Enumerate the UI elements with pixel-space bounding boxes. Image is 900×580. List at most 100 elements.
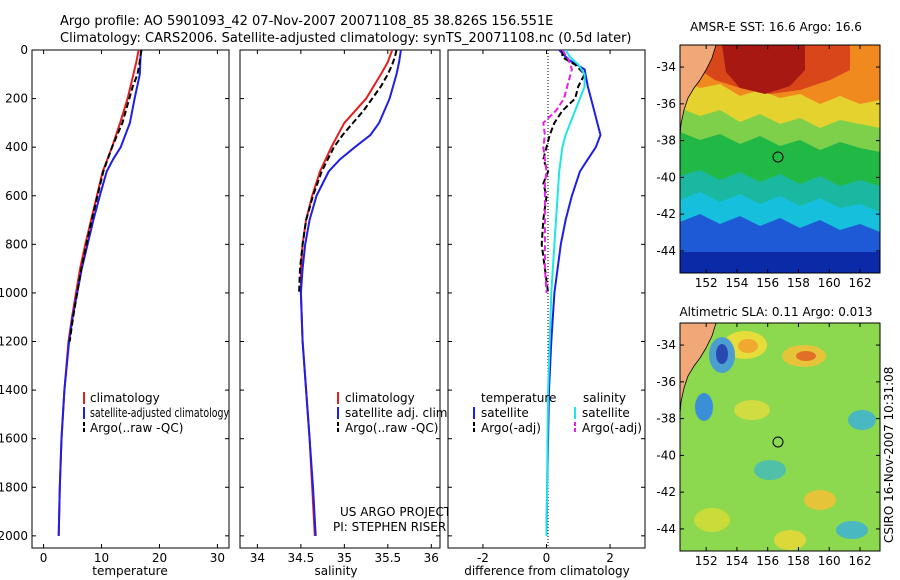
sla-map-field — [680, 323, 880, 551]
sst-land — [680, 45, 717, 137]
lat-tick-label: -42 — [656, 207, 676, 221]
sla-high-east — [804, 490, 836, 510]
x-tick-label: 2 — [606, 551, 614, 565]
legend-header-salinity: salinity — [583, 391, 626, 405]
x-tick-label: 34.5 — [288, 551, 315, 565]
lat-tick-label: -34 — [656, 60, 676, 74]
legend-label-satellite: satellite-adjusted climatology — [90, 406, 229, 420]
x-tick-label: 35 — [337, 551, 352, 565]
sst-warm-core — [722, 45, 805, 94]
legend-header-temperature: temperature — [481, 391, 556, 405]
sla-high-north-core — [738, 339, 758, 353]
series-line-argo-raw-qc- — [298, 50, 398, 293]
depth-tick-label: 200 — [5, 92, 28, 106]
lon-tick-label: 152 — [695, 554, 718, 568]
sla-low-south — [754, 460, 786, 480]
series-line-salinity-argo-adj- — [542, 50, 573, 293]
sla-high-southwest — [694, 508, 730, 532]
x-tick-label: 0 — [40, 551, 48, 565]
legend-label-satellite: satellite adj. clim. — [345, 406, 451, 420]
sla-map-lat-ticks: -34 -36 -38 -40 -42 -44 — [656, 338, 880, 536]
difference-depth-ticks — [448, 49, 645, 537]
legend-label-temp-argo: Argo(-adj) — [481, 421, 541, 435]
legend-label-argo: Argo(..raw -QC) — [90, 421, 183, 435]
depth-tick-label: 1000 — [0, 286, 28, 300]
salinity-depth-ticks — [240, 49, 440, 537]
sst-map-frame — [679, 44, 881, 274]
sla-map-panel: Altimetric SLA: 0.11 Argo: 0.013 -34-36-… — [656, 305, 881, 568]
lon-tick-label: 160 — [818, 276, 841, 290]
lat-tick-label: -38 — [656, 412, 676, 426]
lon-tick-label: 154 — [725, 554, 748, 568]
sla-high-northeast-core — [796, 351, 816, 361]
salinity-x-ticks: 34 34.5 35 35.5 36 — [250, 50, 439, 565]
pi-annotation: PI: STEPHEN RISER — [333, 520, 446, 534]
depth-tick-label: 0 — [20, 43, 28, 57]
lon-tick-label: 156 — [756, 276, 779, 290]
project-annotation: US ARGO PROJECT — [340, 505, 452, 519]
lat-tick-label: -40 — [656, 448, 676, 462]
lon-tick-label: 154 — [725, 276, 748, 290]
difference-legend: temperature salinity satellite Argo(-adj… — [473, 391, 642, 435]
sst-map-title: AMSR-E SST: 16.6 Argo: 16.6 — [690, 20, 862, 34]
lat-tick-label: -44 — [656, 522, 676, 536]
series-line-temperature-argo-adj- — [540, 50, 586, 294]
x-tick-label: -2 — [477, 551, 489, 565]
sla-low-east — [848, 410, 876, 430]
sla-high-south — [774, 530, 806, 550]
sla-map-title: Altimetric SLA: 0.11 Argo: 0.013 — [679, 305, 872, 319]
sla-high-center — [734, 400, 770, 420]
sla-low-southeast — [836, 521, 868, 539]
sla-map-frame — [679, 322, 881, 552]
lat-tick-label: -36 — [656, 375, 676, 389]
depth-tick-label: 400 — [5, 140, 28, 154]
lon-tick-label: 158 — [787, 554, 810, 568]
lat-tick-label: -34 — [656, 338, 676, 352]
depth-tick-label: 800 — [5, 237, 28, 251]
legend-label-temp-satellite: satellite — [481, 406, 529, 420]
x-tick-label: 20 — [152, 551, 167, 565]
series-line-argo-raw-qc- — [68, 50, 143, 342]
x-tick-label: 35.5 — [374, 551, 401, 565]
x-tick-label: 34 — [250, 551, 265, 565]
lon-tick-label: 152 — [695, 276, 718, 290]
temperature-lines — [57, 50, 143, 536]
depth-tick-label: 1800 — [0, 480, 28, 494]
sst-map-panel: AMSR-E SST: 16.6 Argo: 16.6 -34 -36 -38 -40… — [656, 20, 881, 290]
temperature-panel: 0 200 400 600 800 1000 1200 1400 1600 1800 2000 0 1… — [0, 43, 230, 578]
depth-tick-label: 1200 — [0, 335, 28, 349]
depth-tick-label: 2000 — [0, 529, 28, 543]
x-tick-label: 30 — [210, 551, 225, 565]
header-line-1: Argo profile: AO 5901093_42 07-Nov-2007 … — [60, 14, 553, 29]
salinity-panel: 34 34.5 35 35.5 36 salinity climatology sate… — [239, 49, 452, 578]
x-tick-label: 10 — [94, 551, 109, 565]
temperature-legend: climatology satellite-adjusted climatolo… — [83, 391, 229, 435]
legend-label-argo: Argo(..raw -QC) — [345, 421, 438, 435]
series-line-satellite-adj-clim- — [299, 50, 402, 536]
temperature-x-ticks: 0 10 20 30 — [40, 50, 225, 565]
lon-tick-label: 156 — [756, 554, 779, 568]
temperature-xlabel: temperature — [92, 564, 167, 578]
lat-tick-label: -38 — [656, 134, 676, 148]
header-line-2: Climatology: CARS2006. Satellite-adjuste… — [60, 31, 632, 46]
salinity-lines — [298, 50, 402, 536]
salinity-xlabel: salinity — [314, 564, 357, 578]
depth-tick-label: 1600 — [0, 432, 28, 446]
depth-tick-label: 600 — [5, 189, 28, 203]
depth-tick-label: 1400 — [0, 383, 28, 397]
difference-x-ticks: -2 0 2 — [477, 50, 614, 565]
lon-tick-label: 160 — [818, 554, 841, 568]
salinity-legend: climatology satellite adj. clim. Argo(..… — [337, 391, 451, 435]
sst-map-field — [680, 45, 880, 273]
x-tick-label: 36 — [424, 551, 439, 565]
lat-tick-label: -42 — [656, 485, 676, 499]
series-line-satellite-adjusted-climatology — [57, 50, 142, 536]
sla-argo-marker — [772, 436, 784, 448]
sla-low-eddy-north-core — [716, 344, 728, 364]
lat-tick-label: -44 — [656, 244, 676, 258]
temperature-depth-ticks: 0 200 400 600 800 1000 1200 1400 1600 1800 2000 — [0, 43, 229, 543]
timestamp-label: CSIRO 16-Nov-2007 10:31:08 — [882, 367, 896, 543]
difference-xlabel: difference from climatology — [464, 564, 630, 578]
legend-label-sal-satellite: satellite — [582, 406, 630, 420]
